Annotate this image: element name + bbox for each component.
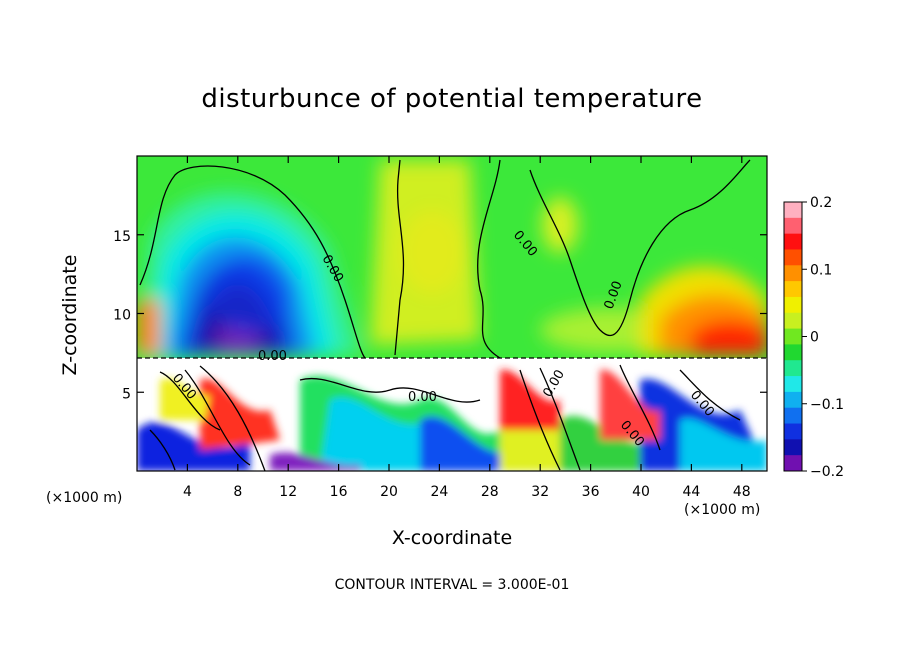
x-tick-label: 24	[430, 484, 448, 500]
x-tick-label: 20	[380, 484, 398, 500]
colorbar-swatch	[784, 376, 802, 393]
y-tick-label: 15	[113, 229, 131, 245]
colorbar-swatch	[784, 202, 802, 219]
x-tick-label: 48	[733, 484, 751, 500]
contour-label: 0.00	[408, 390, 437, 405]
colorbar-tick-label: 0.1	[810, 262, 832, 278]
field-area	[137, 156, 767, 471]
colorbar-swatch	[784, 439, 802, 456]
colorbar-swatch	[784, 233, 802, 250]
colorbar-swatch	[784, 265, 802, 282]
colorbar-tick-label: −0.2	[810, 464, 844, 480]
colorbar-swatch	[784, 360, 802, 377]
y-tick-label: 5	[122, 386, 131, 402]
colorbar-tick-label: 0	[810, 330, 819, 346]
colorbar-swatch	[784, 455, 802, 472]
x-tick-label: 40	[632, 484, 650, 500]
colorbar-swatch	[784, 296, 802, 314]
colorbar-swatch	[784, 423, 802, 440]
lower-layer-structures	[137, 369, 767, 471]
x-tick-label: 32	[531, 484, 549, 500]
y-ticks: 5 10 15	[113, 229, 767, 402]
contour-interval-note: CONTOUR INTERVAL = 3.000E-01	[334, 577, 570, 593]
x-axis-unit-left: (×1000 m)	[46, 490, 123, 506]
x-tick-label: 28	[481, 484, 499, 500]
x-ticks: 4 8 12 16 20 24 28 32 36 40 44 48	[183, 156, 751, 500]
colorbar-swatch	[784, 281, 802, 298]
colorbar	[783, 201, 803, 472]
x-tick-label: 36	[582, 484, 600, 500]
contour-label: 0.00	[258, 349, 287, 364]
colorbar-tick-label: 0.2	[810, 195, 832, 211]
colorbar-swatch	[784, 217, 802, 235]
x-tick-label: 12	[279, 484, 297, 500]
x-axis-label: X-coordinate	[391, 527, 513, 549]
colorbar-swatch	[784, 312, 802, 330]
x-tick-label: 16	[330, 484, 348, 500]
chart-title: disturbunce of potential temperature	[201, 84, 703, 114]
x-axis-unit-right: (×1000 m)	[684, 502, 761, 518]
colorbar-swatch	[784, 391, 802, 409]
x-tick-label: 4	[183, 484, 192, 500]
upper-layer-field	[137, 160, 767, 360]
colorbar-swatch	[784, 407, 802, 425]
x-tick-label: 44	[682, 484, 700, 500]
colorbar-swatch	[784, 328, 802, 345]
colorbar-swatch	[784, 249, 802, 266]
colorbar-tick-label: −0.1	[810, 397, 844, 413]
colorbar-swatch	[784, 344, 802, 361]
y-tick-label: 10	[113, 308, 131, 324]
contour-lines	[137, 159, 767, 471]
x-tick-label: 8	[233, 484, 242, 500]
colorbar-ticks: 0.2 0.1 0 −0.1 −0.2	[802, 195, 844, 480]
